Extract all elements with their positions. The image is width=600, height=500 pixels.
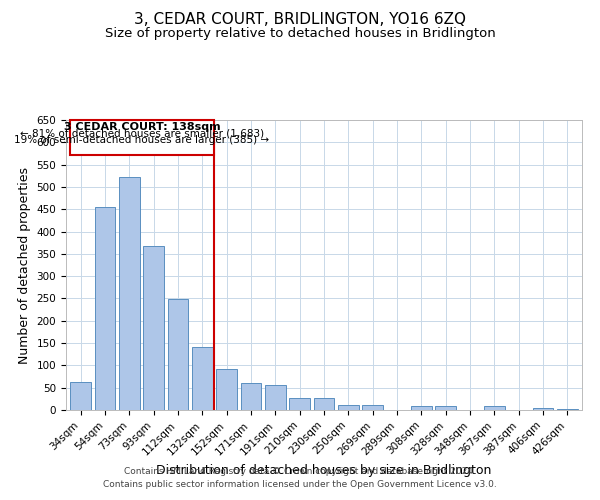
Bar: [314, 398, 334, 410]
Bar: [484, 406, 505, 410]
Text: 3 CEDAR COURT: 138sqm: 3 CEDAR COURT: 138sqm: [64, 122, 220, 132]
Bar: [265, 386, 286, 410]
Bar: [216, 368, 237, 410]
Bar: [362, 404, 383, 410]
Bar: [241, 383, 262, 410]
Bar: [338, 404, 359, 410]
Bar: [70, 120, 214, 155]
Bar: [289, 398, 310, 410]
Text: Contains HM Land Registry data © Crown copyright and database right 2024.: Contains HM Land Registry data © Crown c…: [124, 467, 476, 476]
Bar: [119, 177, 140, 410]
Bar: [143, 246, 164, 410]
Bar: [557, 408, 578, 410]
Bar: [167, 300, 188, 410]
X-axis label: Distribution of detached houses by size in Bridlington: Distribution of detached houses by size …: [157, 464, 491, 476]
Bar: [70, 382, 91, 410]
Text: Contains public sector information licensed under the Open Government Licence v3: Contains public sector information licen…: [103, 480, 497, 489]
Bar: [95, 207, 115, 410]
Text: Size of property relative to detached houses in Bridlington: Size of property relative to detached ho…: [104, 28, 496, 40]
Bar: [411, 406, 432, 410]
Y-axis label: Number of detached properties: Number of detached properties: [18, 166, 31, 364]
Bar: [192, 346, 212, 410]
Text: ← 81% of detached houses are smaller (1,683): ← 81% of detached houses are smaller (1,…: [20, 129, 264, 139]
Bar: [533, 408, 553, 410]
Text: 3, CEDAR COURT, BRIDLINGTON, YO16 6ZQ: 3, CEDAR COURT, BRIDLINGTON, YO16 6ZQ: [134, 12, 466, 28]
Bar: [436, 406, 456, 410]
Text: 19% of semi-detached houses are larger (385) →: 19% of semi-detached houses are larger (…: [14, 135, 269, 145]
